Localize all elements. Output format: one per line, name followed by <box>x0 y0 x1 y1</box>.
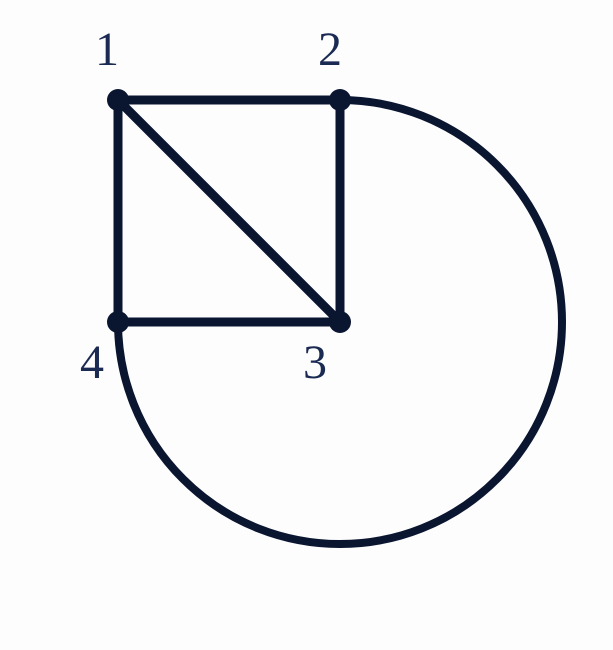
graph-svg <box>0 0 613 650</box>
node-label-1: 1 <box>95 22 119 77</box>
node-4 <box>107 311 129 333</box>
node-label-3: 3 <box>303 335 327 390</box>
node-1 <box>107 89 129 111</box>
node-3 <box>329 311 351 333</box>
edge-1-3 <box>118 100 340 322</box>
node-label-4: 4 <box>80 335 104 390</box>
graph-diagram: 1 2 3 4 <box>0 0 613 650</box>
node-2 <box>329 89 351 111</box>
node-label-2: 2 <box>318 22 342 77</box>
